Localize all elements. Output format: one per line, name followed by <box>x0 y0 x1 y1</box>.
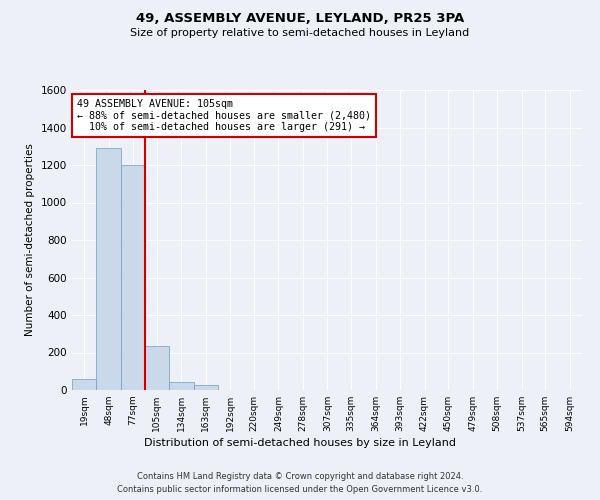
Text: Size of property relative to semi-detached houses in Leyland: Size of property relative to semi-detach… <box>130 28 470 38</box>
Text: 49 ASSEMBLY AVENUE: 105sqm
← 88% of semi-detached houses are smaller (2,480)
  1: 49 ASSEMBLY AVENUE: 105sqm ← 88% of semi… <box>77 99 371 132</box>
Y-axis label: Number of semi-detached properties: Number of semi-detached properties <box>25 144 35 336</box>
Text: Distribution of semi-detached houses by size in Leyland: Distribution of semi-detached houses by … <box>144 438 456 448</box>
Text: 49, ASSEMBLY AVENUE, LEYLAND, PR25 3PA: 49, ASSEMBLY AVENUE, LEYLAND, PR25 3PA <box>136 12 464 26</box>
Bar <box>169 382 194 390</box>
Bar <box>194 386 218 390</box>
Bar <box>97 148 121 390</box>
Bar <box>145 346 169 390</box>
Text: Contains public sector information licensed under the Open Government Licence v3: Contains public sector information licen… <box>118 485 482 494</box>
Bar <box>72 379 97 390</box>
Text: Contains HM Land Registry data © Crown copyright and database right 2024.: Contains HM Land Registry data © Crown c… <box>137 472 463 481</box>
Bar <box>121 165 145 390</box>
